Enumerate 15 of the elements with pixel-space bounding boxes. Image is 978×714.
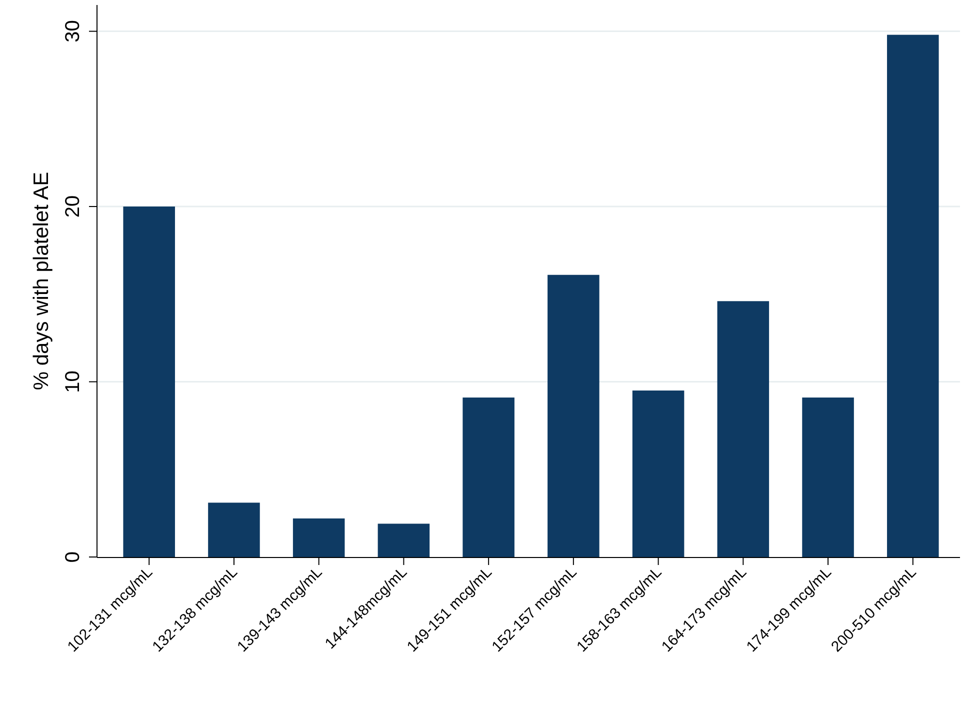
bar <box>632 390 684 557</box>
y-tick-label: 20 <box>62 195 84 218</box>
bar <box>462 398 514 557</box>
bar <box>292 518 345 557</box>
bar <box>548 274 600 557</box>
y-axis-title: % days with platelet AE <box>30 172 53 390</box>
bar <box>887 34 939 557</box>
bar <box>378 524 430 557</box>
bar <box>717 301 770 557</box>
bar <box>208 502 260 557</box>
bar <box>123 206 175 557</box>
y-tick-label: 0 <box>62 551 84 563</box>
y-tick-label: 10 <box>62 370 84 393</box>
y-tick-label: 30 <box>62 20 84 42</box>
bar <box>802 398 854 557</box>
